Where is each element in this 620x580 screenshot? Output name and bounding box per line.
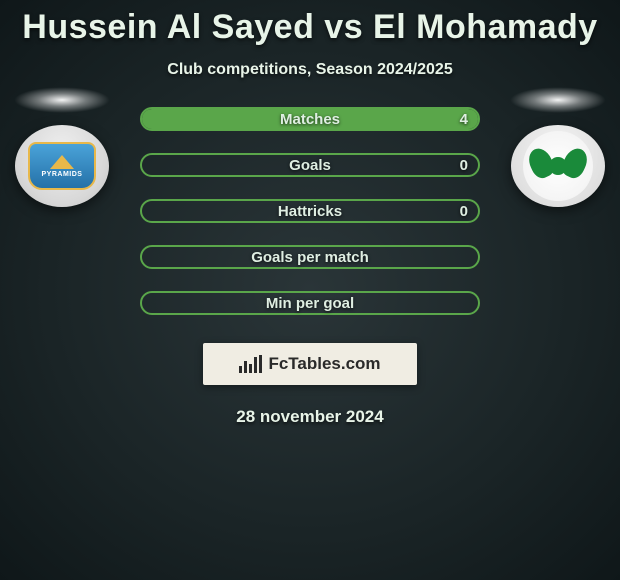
club-left-container: PYRAMIDS [12, 87, 112, 207]
pyramids-logo-icon: PYRAMIDS [28, 142, 96, 190]
club-right-badge [511, 125, 605, 207]
date-label: 28 november 2024 [236, 407, 383, 427]
stat-bar-label: Hattricks [278, 203, 342, 220]
stat-bar-value: 0 [460, 203, 468, 220]
stat-bar: Matches 4 [140, 107, 480, 131]
subtitle: Club competitions, Season 2024/2025 [167, 61, 452, 79]
branding-text: FcTables.com [268, 354, 380, 374]
content-root: Hussein Al Sayed vs El Mohamady Club com… [0, 0, 620, 580]
halo-right [510, 87, 606, 113]
stat-bar-value: 0 [460, 157, 468, 174]
stat-bar-label: Goals [289, 157, 331, 174]
stat-bar-label: Min per goal [266, 295, 354, 312]
stat-bar: Min per goal [140, 291, 480, 315]
stat-bar-label: Matches [280, 111, 340, 128]
stat-bar: Goals per match [140, 245, 480, 269]
stat-bar: Hattricks 0 [140, 199, 480, 223]
comparison-chart: PYRAMIDS Matches 4 Goals 0 Hattricks 0 Goals p… [0, 107, 620, 315]
stat-bar-value: 4 [460, 111, 468, 128]
stat-bar-label: Goals per match [251, 249, 369, 266]
club-left-badge: PYRAMIDS [15, 125, 109, 207]
halo-left [14, 87, 110, 113]
page-title: Hussein Al Sayed vs El Mohamady [22, 8, 597, 47]
branding-badge: FcTables.com [203, 343, 417, 385]
bar-chart-icon [239, 355, 262, 373]
almasry-logo-icon [523, 131, 593, 201]
stat-bar: Goals 0 [140, 153, 480, 177]
stat-bars: Matches 4 Goals 0 Hattricks 0 Goals per match M… [140, 107, 480, 315]
club-right-container [508, 87, 608, 207]
